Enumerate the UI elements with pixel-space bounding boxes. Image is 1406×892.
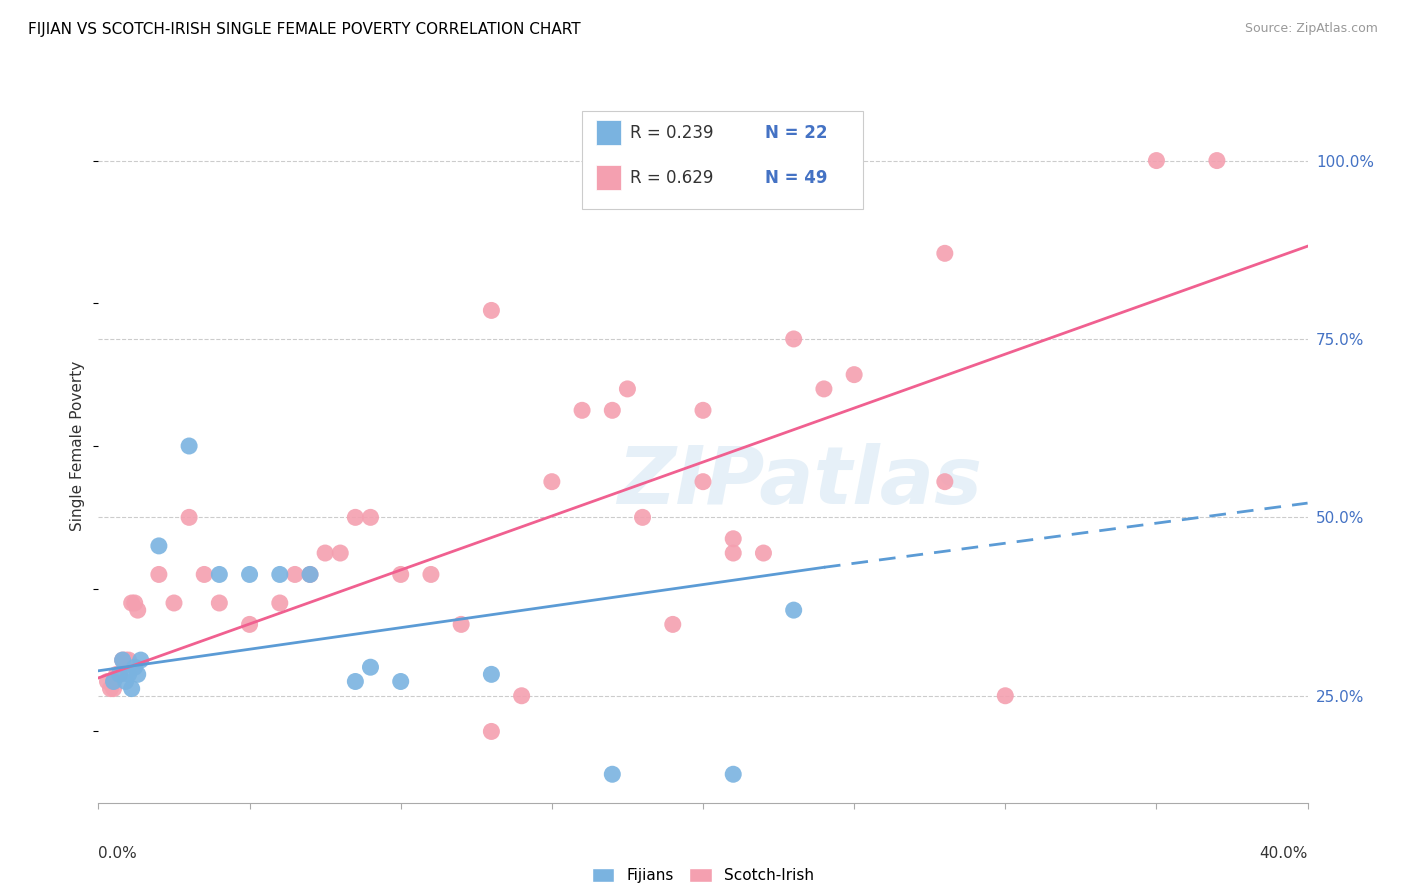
Point xyxy=(540,475,562,489)
Point xyxy=(934,246,956,260)
Point xyxy=(602,767,624,781)
Point xyxy=(616,382,638,396)
Point xyxy=(148,539,170,553)
Point xyxy=(269,596,291,610)
Point xyxy=(389,674,412,689)
Point xyxy=(1206,153,1229,168)
Point xyxy=(360,510,382,524)
Point xyxy=(105,667,128,681)
Point xyxy=(114,674,136,689)
Point xyxy=(121,681,143,696)
Point xyxy=(299,567,322,582)
Point xyxy=(208,596,231,610)
Point xyxy=(208,567,231,582)
Text: FIJIAN VS SCOTCH-IRISH SINGLE FEMALE POVERTY CORRELATION CHART: FIJIAN VS SCOTCH-IRISH SINGLE FEMALE POV… xyxy=(28,22,581,37)
Point xyxy=(571,403,593,417)
Point xyxy=(127,603,149,617)
Point xyxy=(844,368,866,382)
Point xyxy=(934,475,956,489)
Point xyxy=(118,653,141,667)
Point xyxy=(148,567,170,582)
Point xyxy=(108,667,131,681)
Point xyxy=(103,681,125,696)
Y-axis label: Single Female Poverty: Single Female Poverty xyxy=(70,361,86,531)
Point xyxy=(179,510,201,524)
Point xyxy=(114,653,136,667)
Point xyxy=(103,674,125,689)
Point xyxy=(127,667,149,681)
Text: R = 0.239: R = 0.239 xyxy=(630,124,713,142)
Point xyxy=(723,532,745,546)
Point xyxy=(124,660,146,674)
Point xyxy=(284,567,307,582)
Point xyxy=(193,567,215,582)
Point xyxy=(813,382,835,396)
Point xyxy=(269,567,291,582)
Point xyxy=(111,653,134,667)
Point xyxy=(239,617,262,632)
Point xyxy=(723,546,745,560)
Point xyxy=(631,510,654,524)
Point xyxy=(420,567,443,582)
Point xyxy=(100,681,122,696)
Point xyxy=(450,617,472,632)
Point xyxy=(481,303,503,318)
Point xyxy=(329,546,352,560)
Text: 0.0%: 0.0% xyxy=(98,846,138,861)
Point xyxy=(994,689,1017,703)
Point xyxy=(602,403,624,417)
Point xyxy=(783,332,806,346)
Point xyxy=(662,617,685,632)
Point xyxy=(121,596,143,610)
Text: R = 0.629: R = 0.629 xyxy=(630,169,713,186)
Point xyxy=(344,674,367,689)
Point xyxy=(179,439,201,453)
Text: Source: ZipAtlas.com: Source: ZipAtlas.com xyxy=(1244,22,1378,36)
Point xyxy=(481,667,503,681)
Point xyxy=(108,667,131,681)
Point xyxy=(783,603,806,617)
Point xyxy=(124,596,146,610)
Point xyxy=(163,596,186,610)
Point xyxy=(118,667,141,681)
Text: N = 22: N = 22 xyxy=(765,124,827,142)
Point xyxy=(129,653,152,667)
Point xyxy=(96,674,118,689)
Point xyxy=(752,546,775,560)
Legend: Fijians, Scotch-Irish: Fijians, Scotch-Irish xyxy=(586,863,820,888)
Point xyxy=(510,689,533,703)
Point xyxy=(481,724,503,739)
Point xyxy=(299,567,322,582)
Point xyxy=(723,767,745,781)
Text: N = 49: N = 49 xyxy=(765,169,827,186)
Point xyxy=(314,546,336,560)
Point xyxy=(239,567,262,582)
Point xyxy=(111,653,134,667)
Point xyxy=(1144,153,1167,168)
Point xyxy=(389,567,412,582)
Point xyxy=(344,510,367,524)
Point xyxy=(360,660,382,674)
Text: 40.0%: 40.0% xyxy=(1260,846,1308,861)
Point xyxy=(692,403,714,417)
Text: ZIPatlas: ZIPatlas xyxy=(617,442,983,521)
Point xyxy=(692,475,714,489)
